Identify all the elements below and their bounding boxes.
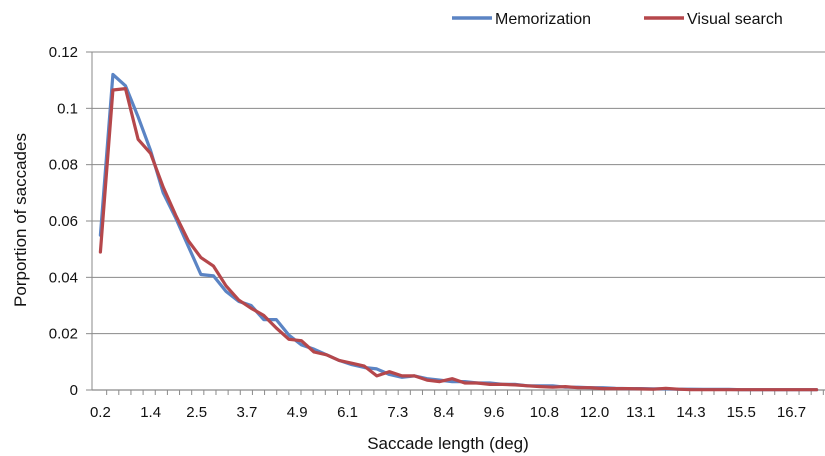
x-tick-label: 14.3 [676,404,705,421]
x-tick-label: 4.9 [287,404,308,421]
legend-label: Memorization [495,11,591,28]
legend-label: Visual search [687,11,783,28]
x-axis-ticks: 0.2 1.4 2.5 3.7 4.9 6.1 7.3 8.4 9.6 10.8 12.0 13.1 1… [90,390,824,421]
y-axis-ticks: 0 0.02 0.04 0.06 0.08 0.1 0.12 [49,44,92,399]
x-tick-label: 8.4 [433,404,454,421]
series-line-visual-search [98,86,819,392]
x-tick-label: 6.1 [337,404,358,421]
y-tick-label: 0.04 [49,269,78,286]
series-lines [98,72,819,392]
y-tick-label: 0.08 [49,157,78,174]
y-tick-label: 0.02 [49,326,78,343]
x-tick-label: 7.3 [387,404,408,421]
y-tick-label: 0.1 [57,100,78,117]
series-line-memorization [98,72,819,392]
x-tick-label: 12.0 [580,404,609,421]
y-tick-label: 0.06 [49,213,78,230]
x-tick-label: 9.6 [484,404,505,421]
x-tick-label: 3.7 [237,404,258,421]
y-tick-label: 0.12 [49,44,78,61]
y-axis-title: Porportion of saccades [11,133,30,307]
y-tick-label: 0 [70,382,78,399]
x-tick-label: 0.2 [90,404,111,421]
x-tick-label: 10.8 [530,404,559,421]
x-tick-label: 2.5 [186,404,207,421]
x-axis-title: Saccade length (deg) [367,434,529,453]
legend: Memorization Visual search [452,11,783,28]
x-tick-label: 1.4 [140,404,161,421]
gridlines [92,51,825,335]
x-tick-label: 15.5 [727,404,756,421]
x-tick-label: 13.1 [626,404,655,421]
x-tick-label: 16.7 [777,404,806,421]
